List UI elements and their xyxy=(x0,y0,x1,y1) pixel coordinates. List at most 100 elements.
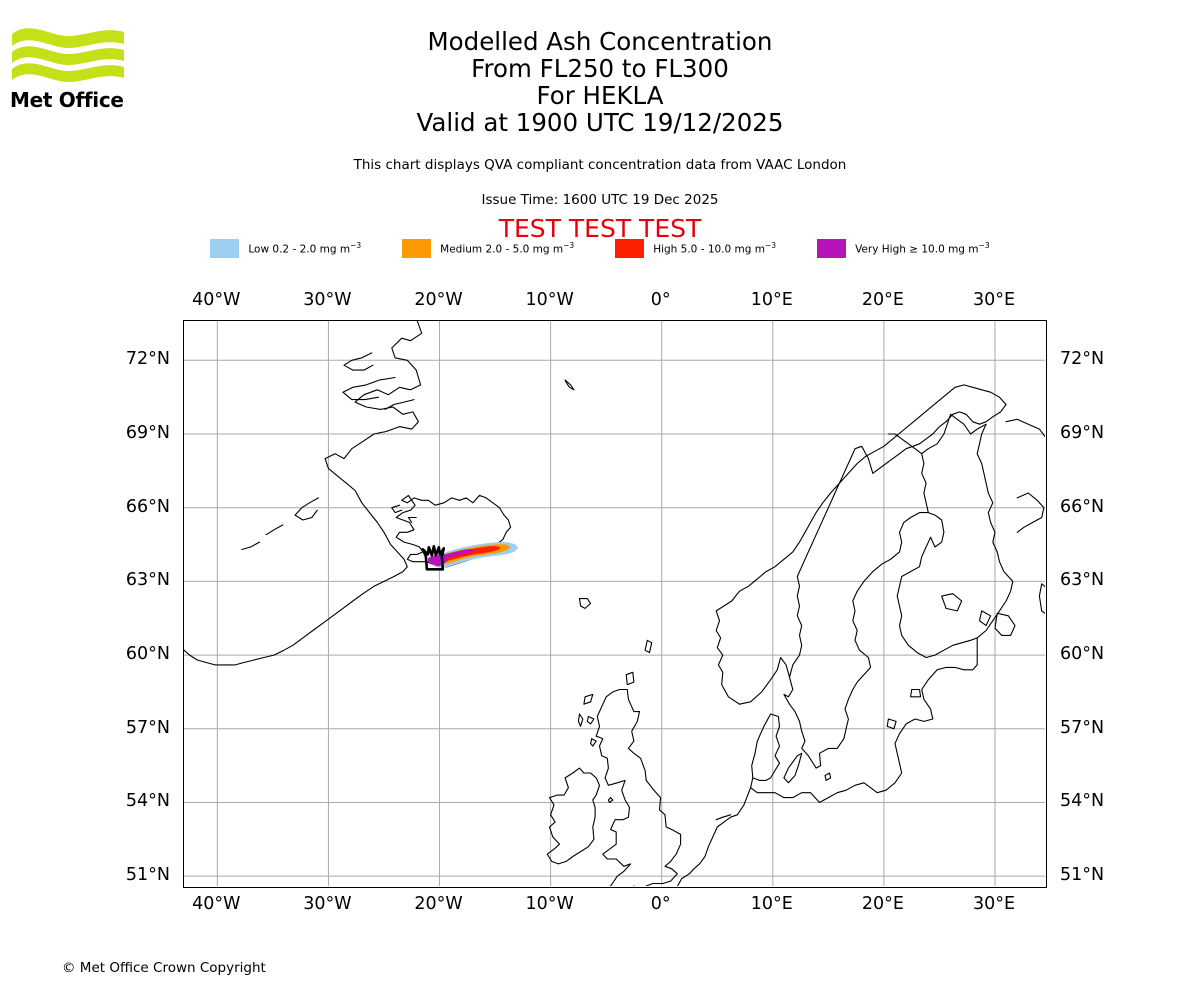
coastline-path xyxy=(578,598,592,609)
lat-label-right: 72°N xyxy=(1060,349,1105,370)
legend-label-low: Low 0.2 - 2.0 mg m−3 xyxy=(248,241,362,256)
volcano-name-line: For HEKLA xyxy=(536,81,664,110)
lon-label-bottom: 40°W xyxy=(192,894,241,914)
lat-label-right: 69°N xyxy=(1060,423,1105,443)
lon-label-top: 20°E xyxy=(861,290,904,310)
legend-label-high: High 5.0 - 10.0 mg m−3 xyxy=(653,241,777,256)
lon-label-top: 40°W xyxy=(192,290,241,310)
lat-label-right: 57°N xyxy=(1060,717,1105,738)
coastline-path xyxy=(715,384,1007,705)
map-gridlines xyxy=(184,321,1045,886)
volcano-marker xyxy=(421,545,446,571)
coastline-path xyxy=(577,713,584,727)
legend-label-medium: Medium 2.0 - 5.0 mg m−3 xyxy=(440,241,575,256)
lon-label-top: 10°W xyxy=(525,290,574,310)
lon-label-top: 20°W xyxy=(414,290,463,310)
coastline-path xyxy=(676,873,691,886)
test-banner: TEST TEST TEST xyxy=(498,214,702,243)
map-coastlines xyxy=(184,321,1045,886)
lon-label-top: 0° xyxy=(650,290,671,310)
lat-label-right: 60°N xyxy=(1060,644,1105,665)
page-title: Modelled Ash Concentration xyxy=(427,27,773,56)
lat-label-left: 51°N xyxy=(125,865,170,886)
coastline-path xyxy=(265,524,284,536)
coastline-path xyxy=(994,612,1016,636)
lon-label-bottom: 0° xyxy=(650,894,671,914)
legend-low: Low 0.2 - 2.0 mg m−3 xyxy=(210,239,361,258)
coastline-path xyxy=(343,352,374,371)
chart-title-block: Modelled Ash Concentration From FL250 to… xyxy=(0,28,1200,136)
legend-swatch-low xyxy=(210,239,240,258)
lat-label-right: 54°N xyxy=(1060,791,1105,812)
coastline-path xyxy=(391,504,403,514)
met-office-logo xyxy=(10,22,128,112)
lon-label-top: 10°E xyxy=(750,290,793,310)
valid-time-line: Valid at 1900 UTC 19/12/2025 xyxy=(416,108,784,137)
lat-label-right: 66°N xyxy=(1060,496,1105,517)
legend-label-very-high: Very High ≥ 10.0 mg m−3 xyxy=(855,241,990,256)
lon-label-bottom: 10°W xyxy=(525,894,574,914)
coastline-path xyxy=(546,767,601,865)
coastline-path xyxy=(976,423,1014,639)
lat-label-left: 57°N xyxy=(125,717,170,738)
flight-level-line: From FL250 to FL300 xyxy=(471,54,729,83)
chart-subtitle: This chart displays QVA compliant concen… xyxy=(353,157,847,173)
ash-plume xyxy=(427,542,519,568)
lat-label-left: 63°N xyxy=(125,570,170,591)
coastline-path xyxy=(751,713,781,781)
coastline-path xyxy=(783,752,803,784)
coastline-path xyxy=(688,787,752,875)
legend-very-high: Very High ≥ 10.0 mg m−3 xyxy=(817,239,990,258)
coastline-path xyxy=(886,718,897,730)
coastline-path xyxy=(1016,492,1045,533)
coastline-path xyxy=(184,321,423,666)
copyright-notice: © Met Office Crown Copyright xyxy=(62,960,266,976)
coastline-path xyxy=(910,688,922,698)
coastline-path xyxy=(644,639,653,654)
coastline-path xyxy=(1038,583,1045,615)
coastline-path xyxy=(978,610,992,627)
lat-label-left: 66°N xyxy=(125,496,170,517)
lat-label-right: 51°N xyxy=(1060,865,1105,886)
met-office-wave-icon xyxy=(12,28,124,82)
coastline-path xyxy=(384,399,415,410)
coastline-path xyxy=(607,797,614,804)
coastline-path xyxy=(407,516,417,523)
lon-label-bottom: 10°E xyxy=(750,894,793,914)
legend-medium: Medium 2.0 - 5.0 mg m−3 xyxy=(402,239,574,258)
lon-label-bottom: 20°W xyxy=(414,894,463,914)
lon-label-bottom: 30°W xyxy=(303,894,352,914)
lon-label-bottom: 30°E xyxy=(972,894,1016,914)
coastline-path xyxy=(586,715,595,725)
met-office-wordmark: Met Office xyxy=(10,88,124,112)
lon-label-bottom: 20°E xyxy=(861,894,904,914)
coastline-path xyxy=(783,512,978,769)
coastline-path xyxy=(788,445,874,678)
coastline-path xyxy=(342,376,396,401)
coastline-path xyxy=(715,814,732,821)
issue-time-label: Issue Time: 1600 UTC 19 Dec 2025 xyxy=(481,192,719,208)
legend-swatch-medium xyxy=(402,239,432,258)
lat-label-left: 72°N xyxy=(125,349,170,370)
coastline-path xyxy=(564,379,575,391)
lat-label-left: 60°N xyxy=(125,644,170,665)
lat-label-left: 69°N xyxy=(125,423,170,443)
coastline-path xyxy=(921,453,929,514)
map-graphic xyxy=(184,321,1045,886)
coastline-path xyxy=(1005,418,1045,438)
coastline-path xyxy=(738,656,791,705)
legend-high: High 5.0 - 10.0 mg m−3 xyxy=(615,239,776,258)
lon-label-top: 30°E xyxy=(972,290,1016,310)
coastline-path xyxy=(294,497,319,521)
legend-swatch-high xyxy=(615,239,645,258)
coastline-path xyxy=(887,413,987,455)
lon-label-top: 30°W xyxy=(303,290,352,310)
coastline-path xyxy=(750,664,978,804)
coastline-path xyxy=(941,593,963,612)
coastline-path xyxy=(625,671,635,686)
coastline-path xyxy=(824,772,832,781)
volcano-symbol xyxy=(421,545,446,571)
map-canvas[interactable] xyxy=(183,320,1047,888)
lat-label-right: 63°N xyxy=(1060,570,1105,591)
coastline-path xyxy=(595,688,682,886)
